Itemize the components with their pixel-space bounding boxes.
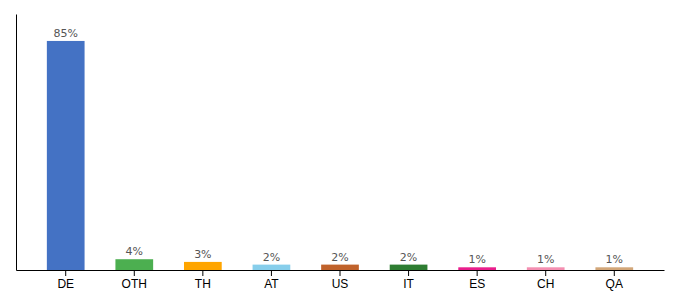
y-axis-line <box>16 15 17 271</box>
x-tick-mark <box>408 270 409 276</box>
x-tick-label: OTH <box>122 277 147 291</box>
bar <box>390 265 428 270</box>
x-tick: TH <box>195 270 211 291</box>
x-tick: DE <box>57 270 74 291</box>
bar <box>458 267 496 270</box>
x-tick-label: US <box>332 277 349 291</box>
x-tick-label: TH <box>195 277 211 291</box>
x-axis: DE OTH TH AT US IT ES CH QA <box>17 270 665 291</box>
x-tick-label: DE <box>57 277 74 291</box>
data-label: 2% <box>400 251 417 264</box>
x-tick-mark <box>65 270 66 276</box>
plot: DE OTH TH AT US IT ES CH QA 85% 4% 3% 2% 2% 2% 1% 1% 1% <box>17 15 665 291</box>
x-tick: CH <box>537 270 554 291</box>
x-tick-label: QA <box>606 277 623 291</box>
x-tick: ES <box>469 270 485 291</box>
data-label: 2% <box>331 251 348 264</box>
data-label: 4% <box>126 245 143 258</box>
bar <box>595 267 633 270</box>
x-tick: US <box>332 270 349 291</box>
data-label: 1% <box>537 253 554 266</box>
data-label: 1% <box>606 253 623 266</box>
x-tick: IT <box>403 270 414 291</box>
x-tick: AT <box>264 270 279 291</box>
x-tick: OTH <box>122 270 147 291</box>
y-axis <box>16 15 17 271</box>
x-tick-mark <box>271 270 272 276</box>
x-tick-label: CH <box>537 277 554 291</box>
data-label: 3% <box>194 248 211 261</box>
x-tick-mark <box>134 270 135 276</box>
x-tick-label: IT <box>403 277 414 291</box>
bar <box>184 262 222 270</box>
data-label: 1% <box>468 253 485 266</box>
x-tick-mark <box>477 270 478 276</box>
x-tick-label: AT <box>264 277 279 291</box>
x-tick-mark <box>340 270 341 276</box>
x-tick-mark <box>614 270 615 276</box>
data-labels: 85% 4% 3% 2% 2% 2% 1% 1% 1% <box>53 27 623 266</box>
x-tick-mark <box>545 270 546 276</box>
chart: DE OTH TH AT US IT ES CH QA 85% 4% 3% 2% 2% 2% 1% 1% 1% <box>0 0 680 300</box>
bar <box>47 41 85 270</box>
bar <box>253 265 291 270</box>
x-tick-mark <box>202 270 203 276</box>
bar <box>527 267 565 270</box>
bar <box>115 259 153 270</box>
x-tick-label: ES <box>469 277 485 291</box>
x-tick: QA <box>606 270 623 291</box>
bar <box>321 265 359 270</box>
bars <box>47 41 633 270</box>
data-label: 2% <box>263 251 280 264</box>
data-label: 85% <box>53 27 77 40</box>
